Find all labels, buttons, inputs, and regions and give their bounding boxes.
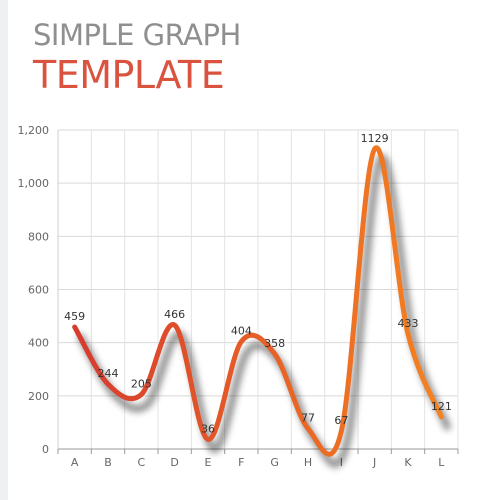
x-tick-label: J: [372, 456, 376, 469]
data-label: 121: [431, 400, 452, 413]
x-tick-label: D: [170, 456, 178, 469]
y-tick-label: 600: [28, 284, 49, 297]
data-label: 358: [264, 337, 285, 350]
x-tick-label: E: [205, 456, 212, 469]
y-tick-label: 1,200: [18, 124, 50, 137]
y-tick-label: 0: [42, 443, 49, 456]
series-line: [72, 145, 444, 457]
data-label: 459: [64, 310, 85, 323]
y-tick-label: 800: [28, 230, 49, 243]
x-tick-label: G: [270, 456, 279, 469]
x-tick-label: K: [404, 456, 412, 469]
y-tick-label: 200: [28, 390, 49, 403]
x-tick-label: F: [238, 456, 244, 469]
series: [72, 145, 451, 468]
left-edge-strip: [0, 0, 8, 500]
data-label: 404: [231, 325, 252, 338]
data-label: 1129: [361, 132, 389, 145]
data-label: 77: [301, 412, 315, 425]
data-label: 205: [131, 378, 152, 391]
data-label: 466: [164, 308, 185, 321]
x-tick-label: L: [438, 456, 445, 469]
data-label: 244: [98, 367, 119, 380]
series-line-shadow: [77, 154, 451, 468]
y-tick-label: 1,000: [18, 177, 50, 190]
data-label: 67: [334, 414, 348, 427]
data-label: 36: [201, 422, 215, 435]
y-tick-label: 400: [28, 337, 49, 350]
chart-subtitle: TEMPLATE: [33, 53, 225, 97]
chart-title: SIMPLE GRAPH: [33, 18, 241, 52]
x-tick-label: C: [137, 456, 145, 469]
data-label: 433: [398, 317, 419, 330]
data-labels: 459 244 205 466 36 404 358 77 67 1129 433 121: [64, 132, 452, 436]
x-tick-label: A: [71, 456, 79, 469]
series-line-shadow-group: [77, 154, 451, 468]
x-tick-label: H: [304, 456, 312, 469]
x-tick-label: B: [104, 456, 112, 469]
